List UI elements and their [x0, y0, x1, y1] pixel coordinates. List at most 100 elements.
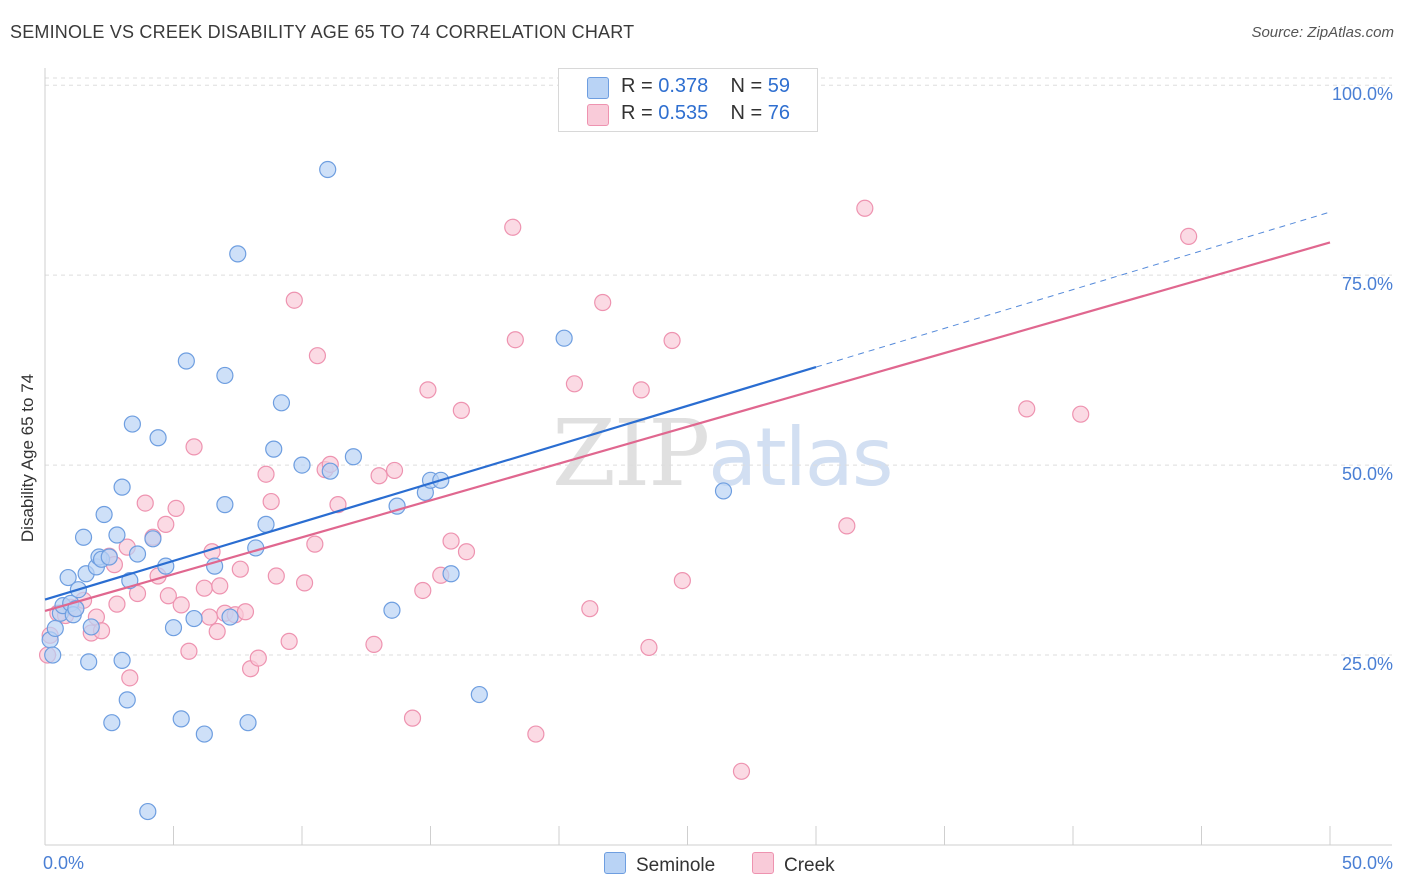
creek-point — [121, 669, 139, 687]
trend-layer — [44, 211, 1331, 613]
seminole-point — [195, 725, 213, 743]
creek-point — [285, 291, 303, 309]
seminole-point — [80, 653, 98, 671]
seminole-point — [59, 568, 77, 587]
tick-label-layer: 25.0% 50.0% 75.0% 100.0% 0.0% 50.0% — [43, 84, 1393, 873]
legend-seminole-n-value: 59 — [767, 75, 791, 97]
creek-point — [200, 608, 219, 626]
creek-point — [457, 543, 476, 561]
y-tick-label: 100.0% — [1332, 84, 1393, 104]
seminole-trend-line — [44, 366, 817, 601]
seminole-point — [257, 515, 275, 533]
y-tick-label: 50.0% — [1342, 464, 1393, 484]
legend-seminole-r-label: R = — [621, 75, 659, 97]
creek-point — [663, 331, 681, 350]
seminole-swatch — [587, 77, 609, 99]
creek-point — [295, 574, 314, 592]
bottom-seminole-label: Seminole — [636, 855, 716, 876]
creek-swatch — [587, 104, 609, 126]
legend-seminole-r-value: 0.378 — [658, 75, 709, 97]
seminole-point — [139, 802, 157, 821]
seminole-point — [221, 608, 239, 626]
creek-point — [565, 375, 584, 393]
watermark-atlas: atlas — [708, 411, 893, 504]
legend-creek-text: R = 0.535 N = 76 — [621, 102, 790, 125]
creek-point — [370, 467, 388, 485]
bottom-legend-seminole: Seminole — [604, 852, 715, 877]
chart-source: Source: ZipAtlas.com — [1251, 24, 1394, 41]
bottom-seminole-swatch — [604, 852, 626, 874]
x-tick-label: 50.0% — [1342, 853, 1393, 873]
seminole-point — [95, 505, 113, 524]
y-tick-label: 25.0% — [1342, 654, 1393, 674]
seminole-point — [113, 651, 131, 669]
creek-point — [280, 632, 298, 650]
creek-point — [236, 603, 255, 621]
legend-seminole-n-label: N = — [730, 75, 768, 97]
creek-point — [452, 401, 470, 419]
creek-point — [594, 293, 612, 312]
seminole-point — [714, 482, 733, 500]
seminole-point — [239, 714, 257, 732]
seminole-trend-extension — [815, 211, 1331, 368]
axis-layer — [44, 68, 1392, 846]
bottom-creek-swatch — [752, 852, 774, 874]
seminole-point — [123, 415, 141, 433]
creek-point — [856, 199, 874, 217]
seminole-point — [185, 609, 203, 628]
creek-point — [504, 218, 522, 236]
creek-point — [306, 535, 324, 553]
seminole-point — [265, 440, 283, 458]
creek-point — [442, 532, 460, 550]
creek-point — [732, 762, 751, 780]
y-tick-label: 75.0% — [1342, 274, 1393, 294]
seminole-point — [442, 565, 460, 583]
seminole-point — [67, 600, 85, 618]
creek-point — [632, 381, 650, 399]
creek-point — [419, 381, 437, 399]
legend-seminole-text: R = 0.378 N = 59 — [621, 75, 790, 98]
watermark: ZIPatlas — [552, 400, 894, 507]
creek-point — [249, 649, 267, 667]
seminole-point — [272, 394, 291, 412]
creek-point — [329, 496, 347, 514]
creek-point — [180, 642, 198, 660]
creek-point — [257, 465, 275, 483]
seminole-point — [164, 619, 183, 637]
seminole-point — [118, 691, 136, 709]
seminole-point — [216, 366, 234, 385]
creek-point — [172, 596, 190, 614]
creek-point — [365, 635, 383, 654]
creek-point — [1018, 400, 1036, 418]
creek-point — [385, 461, 404, 480]
creek-point — [581, 600, 599, 618]
seminole-point — [128, 545, 147, 563]
legend-creek-r-label: R = — [621, 102, 659, 124]
creek-point — [195, 579, 213, 597]
creek-point — [640, 638, 658, 657]
creek-point — [673, 571, 691, 590]
seminole-point — [149, 429, 167, 447]
seminole-point — [383, 601, 401, 619]
x-tick-label: 0.0% — [43, 853, 84, 873]
bottom-creek-label: Creek — [784, 855, 835, 876]
legend-creek-n-value: 76 — [767, 102, 791, 124]
creek-point — [403, 709, 422, 727]
correlation-legend: R = 0.378 N = 59 R = 0.535 N = 76 — [558, 68, 818, 132]
legend-creek-n-label: N = — [730, 102, 768, 124]
seminole-point — [321, 462, 339, 480]
seminole-point — [177, 352, 195, 370]
creek-point — [414, 581, 432, 600]
seminole-point — [44, 646, 62, 664]
chart-title: SEMINOLE VS CREEK DISABILITY AGE 65 TO 7… — [10, 22, 635, 42]
creek-point — [136, 494, 154, 512]
seminole-point — [216, 496, 234, 514]
creek-point — [527, 725, 545, 743]
seminole-point — [144, 530, 162, 548]
seminole-point — [293, 456, 311, 474]
seminole-point — [46, 619, 64, 638]
creek-point — [208, 622, 226, 641]
point-layer — [38, 76, 1198, 821]
seminole-point — [103, 714, 121, 732]
